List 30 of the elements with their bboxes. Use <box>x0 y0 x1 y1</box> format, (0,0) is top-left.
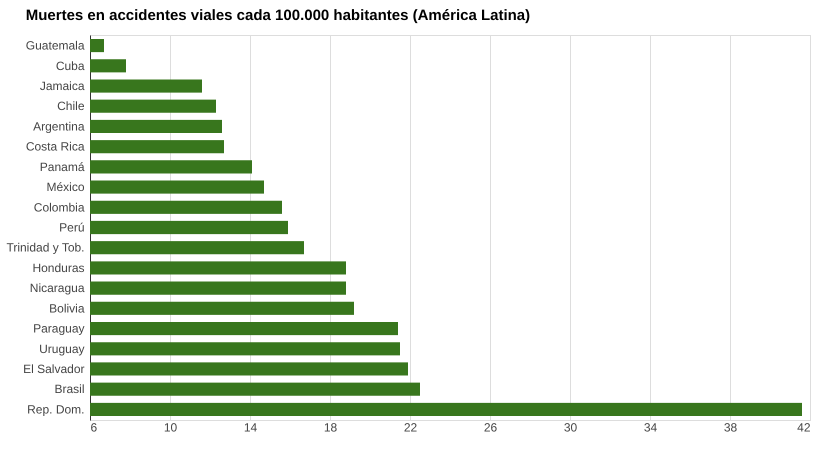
x-tick-label: 42 <box>797 420 811 434</box>
y-tick-label: El Salvador <box>23 362 84 376</box>
y-tick-label: Brasil <box>54 382 84 396</box>
y-tick-label: Uruguay <box>39 342 84 356</box>
x-tick-label: 10 <box>164 420 178 434</box>
y-tick-label: Paraguay <box>33 322 84 336</box>
y-tick-label: Cuba <box>56 58 85 73</box>
y-tick-label: México <box>46 180 85 194</box>
y-tick-label: Chile <box>57 99 85 114</box>
x-tick-label: 34 <box>644 420 658 434</box>
y-tick-label: Nicaragua <box>30 281 85 296</box>
x-tick-label: 18 <box>324 420 338 434</box>
y-tick-label: Rep. Dom. <box>27 402 84 416</box>
y-tick-label: Perú <box>59 220 84 234</box>
y-tick-label: Argentina <box>33 119 85 134</box>
x-tick-label: 14 <box>244 420 258 434</box>
x-tick-label: 22 <box>404 420 418 434</box>
y-tick-label: Bolivia <box>49 301 85 316</box>
chart-title: Muertes en accidentes viales cada 100.000 habitantes (América Latina) <box>26 7 530 24</box>
y-tick-label: Colombia <box>34 200 85 214</box>
y-tick-label: Honduras <box>32 260 84 275</box>
x-tick-label: 38 <box>724 420 738 434</box>
y-tick-label: Jamaica <box>40 79 85 94</box>
y-tick-label: Trinidad y Tob. <box>6 240 84 255</box>
x-tick-label: 6 <box>90 420 98 434</box>
y-tick-label: Guatemala <box>26 38 85 53</box>
x-tick-label: 26 <box>484 420 498 434</box>
y-tick-label: Costa Rica <box>26 140 85 154</box>
y-tick-label: Panamá <box>40 160 85 174</box>
x-tick-label: 30 <box>564 420 578 434</box>
